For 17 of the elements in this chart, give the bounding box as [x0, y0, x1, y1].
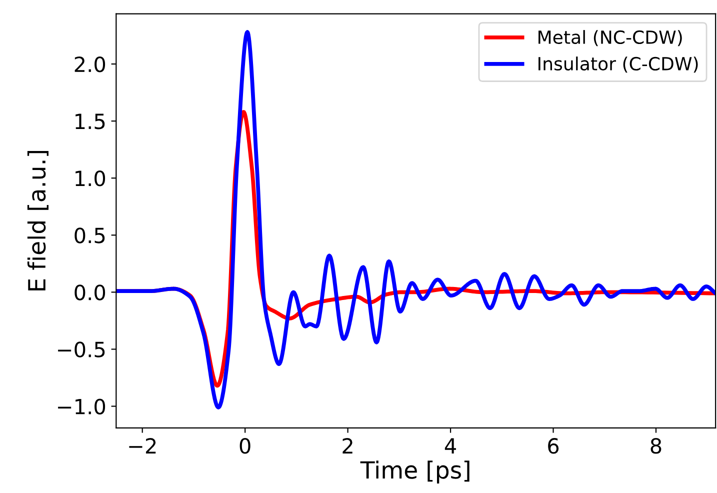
legend-label: Insulator (C-CDW): [538, 56, 698, 73]
x-tick-label: −2: [129, 438, 156, 454]
y-axis-title: E field [a.u.]: [27, 151, 48, 290]
y-tick-label: 0.0: [74, 284, 106, 300]
legend-label: Metal (NC-CDW): [538, 30, 682, 46]
y-tick-label: 0.5: [74, 228, 105, 244]
y-tick-label: −1.0: [58, 398, 106, 414]
y-tick-label: −0.5: [58, 342, 105, 358]
y-tick-label: 2.0: [74, 56, 106, 72]
x-tick-label: 6: [548, 438, 559, 454]
y-tick-label: 1.5: [76, 114, 105, 130]
x-tick-label: 8: [650, 438, 662, 454]
x-axis-title: Time [ps]: [360, 460, 470, 484]
y-tick-label: 1.0: [76, 170, 106, 186]
x-tick-label: 4: [444, 438, 456, 454]
x-tick-label: 2: [342, 438, 352, 454]
x-tick-label: 0: [240, 438, 250, 454]
